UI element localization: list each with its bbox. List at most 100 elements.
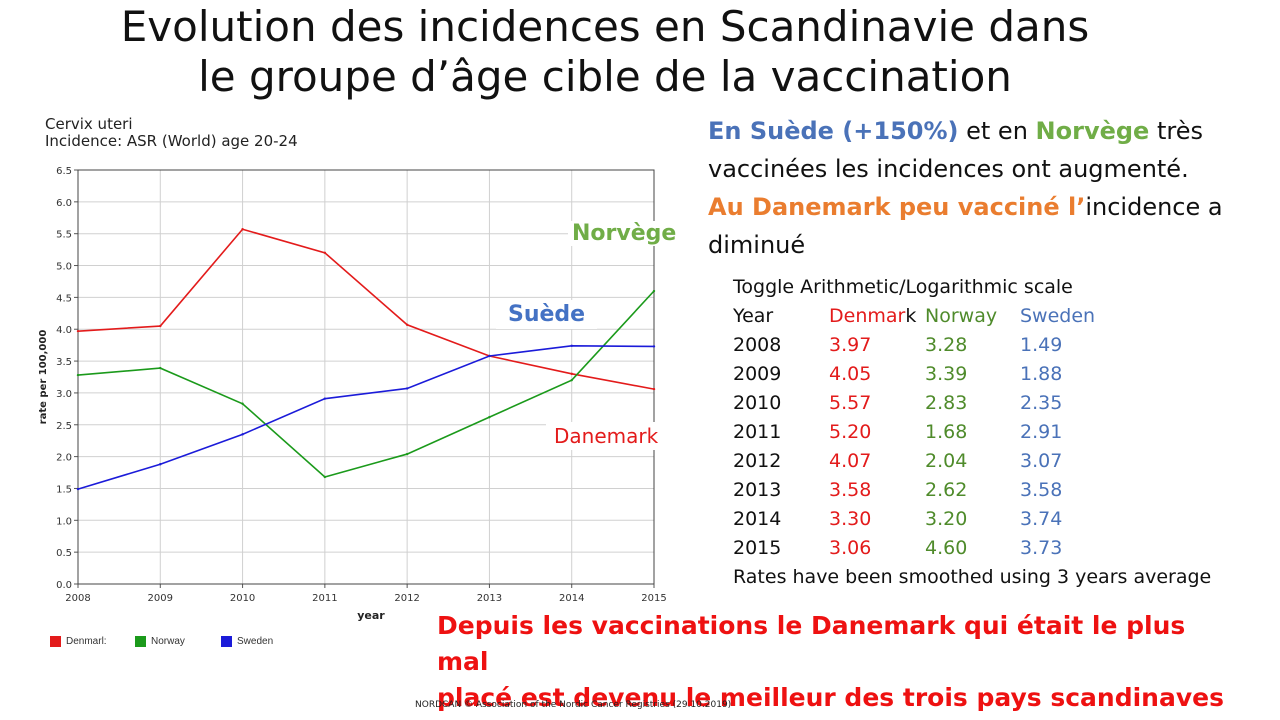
- table-row: 2015 3.06 4.60 3.73: [733, 534, 1273, 563]
- para-line2: vaccinées les incidences ont augmenté.: [708, 155, 1189, 183]
- incidence-line-chart: 0.0 0.5 1.0 1.5 2.0 2.5 3.0 3.5 4.0 4.5 5.0 5.5 6.0 6…: [38, 166, 667, 622]
- explanation-paragraph: En Suède (+150%) et en Norvège très vacc…: [708, 112, 1268, 264]
- x-tick-label: 2014: [559, 593, 584, 604]
- y-tick-label: 1.0: [56, 516, 72, 527]
- table-row: 2008 3.97 3.28 1.49: [733, 331, 1273, 360]
- y-axis-label: rate per 100,000: [38, 330, 49, 425]
- para-denmark-highlight: Au Danemark peu vacciné l’: [708, 193, 1086, 221]
- cell-denmark: 3.58: [829, 479, 872, 501]
- data-point-sweden: [652, 345, 656, 348]
- source-footer: NORDCAN © Association of the Nordic Canc…: [415, 700, 732, 710]
- y-tick-label: 5.5: [56, 230, 72, 241]
- header-denmark: Denmark: [829, 302, 916, 331]
- chart-title: Cervix uteri: [45, 115, 133, 133]
- scale-toggle-link[interactable]: Toggle Arithmetic/Logarithmic scale: [733, 273, 1273, 302]
- chart-subtitle: Incidence: ASR (World) age 20-24: [45, 132, 298, 150]
- legend-swatch-sweden: [221, 636, 232, 647]
- x-tick-label: 2013: [477, 593, 502, 604]
- data-point-sweden: [488, 354, 491, 358]
- cell-norway: 2.04: [925, 450, 968, 472]
- para-norway-highlight: Norvège: [1035, 117, 1150, 145]
- x-tick-label: 2009: [148, 593, 173, 604]
- cell-year: 2011: [733, 421, 782, 443]
- para-line3: Au Danemark peu vacciné l’incidence a: [708, 188, 1268, 226]
- data-point-sweden: [159, 463, 162, 466]
- table-body: 2008 3.97 3.28 1.49 2009 4.05 3.39 1.88 2010 5.57…: [733, 331, 1273, 563]
- x-tick-label: 2011: [312, 593, 337, 604]
- cell-year: 2015: [733, 537, 782, 559]
- cell-denmark: 5.20: [829, 421, 872, 443]
- para-line1: En Suède (+150%) et en Norvège très: [708, 112, 1268, 150]
- data-point-denmark: [405, 323, 409, 326]
- table-row: 2011 5.20 1.68 2.91: [733, 418, 1273, 447]
- cell-norway: 2.83: [925, 392, 968, 414]
- para-sweden-highlight: En Suède (+150%): [708, 117, 959, 145]
- header-year: Year: [733, 305, 774, 327]
- para-l1-connector: et en: [958, 117, 1036, 145]
- cell-year: 2008: [733, 334, 782, 356]
- cell-denmark: 4.07: [829, 450, 872, 472]
- cell-denmark: 3.06: [829, 537, 872, 559]
- data-point-norway: [241, 402, 244, 405]
- data-point-sweden: [323, 397, 327, 400]
- header-denmark-part1: Denmar: [829, 305, 906, 327]
- table-note: Rates have been smoothed using 3 years a…: [733, 566, 1212, 588]
- series-line-norway: [77, 290, 655, 478]
- table-row: 2009 4.05 3.39 1.88: [733, 360, 1273, 389]
- x-tick-label: 2010: [230, 593, 255, 604]
- cell-year: 2012: [733, 450, 782, 472]
- cell-denmark: 3.97: [829, 334, 872, 356]
- data-point-denmark: [570, 372, 573, 376]
- data-point-denmark: [76, 329, 80, 333]
- cell-year: 2010: [733, 392, 782, 414]
- cell-sweden: 3.07: [1020, 450, 1063, 472]
- data-point-norway: [76, 373, 80, 377]
- legend-label-norway: Norway: [151, 636, 185, 647]
- cell-norway: 3.39: [925, 363, 968, 385]
- y-tick-label: 5.0: [56, 262, 72, 273]
- cell-sweden: 3.58: [1020, 479, 1063, 501]
- header-sweden: Sweden: [1020, 305, 1096, 327]
- cell-denmark: 4.05: [829, 363, 872, 385]
- conclusion-line2: placé est devenu le meilleur des trois p…: [437, 683, 1224, 712]
- cell-norway: 3.20: [925, 508, 968, 530]
- legend-label-denmark: Denmarl:: [66, 636, 107, 647]
- slide-title-line1: Evolution des incidences en Scandinavie …: [120, 2, 1090, 51]
- cell-denmark: 3.30: [829, 508, 872, 530]
- data-point-norway: [570, 378, 573, 382]
- legend-swatch-norway: [135, 636, 146, 647]
- cell-norway: 3.28: [925, 334, 968, 356]
- y-tick-label: 4.0: [56, 325, 72, 336]
- callout-sweden: Suède: [496, 300, 598, 329]
- scale-toggle-label[interactable]: Toggle Arithmetic/Logarithmic scale: [733, 276, 1073, 298]
- table-row: 2012 4.07 2.04 3.07: [733, 447, 1273, 476]
- cell-norway: 2.62: [925, 479, 968, 501]
- cell-sweden: 3.73: [1020, 537, 1063, 559]
- data-point-sweden: [570, 344, 573, 347]
- series-line-denmark: [77, 228, 655, 390]
- y-tick-label: 6.0: [56, 198, 72, 209]
- legend-item-sweden: Sweden: [221, 636, 273, 647]
- y-tick-label: 2.0: [56, 453, 72, 464]
- table-row: 2010 5.57 2.83 2.35: [733, 389, 1273, 418]
- callout-norway: Norvège: [568, 221, 681, 246]
- table-row: 2013 3.58 2.62 3.58: [733, 476, 1273, 505]
- series-line-sweden: [77, 344, 655, 490]
- data-point-norway: [652, 289, 656, 293]
- slide-title-line2: le groupe d’âge cible de la vaccination: [198, 52, 1012, 101]
- cell-norway: 1.68: [925, 421, 968, 443]
- callout-denmark: Danemark: [546, 422, 667, 450]
- data-point-denmark: [159, 324, 162, 328]
- legend-swatch-denmark: [50, 636, 61, 647]
- legend-item-norway: Norway: [135, 636, 185, 647]
- data-point-denmark: [241, 228, 244, 231]
- plot-frame: [77, 169, 655, 585]
- x-tick-label: 2015: [641, 593, 666, 604]
- data-point-norway: [159, 366, 162, 370]
- header-norway: Norway: [925, 305, 998, 327]
- y-tick-label: 4.5: [56, 293, 72, 304]
- y-tick-label: 6.5: [56, 166, 72, 177]
- cell-year: 2009: [733, 363, 782, 385]
- y-tick-label: 3.5: [56, 357, 72, 368]
- cell-year: 2013: [733, 479, 782, 501]
